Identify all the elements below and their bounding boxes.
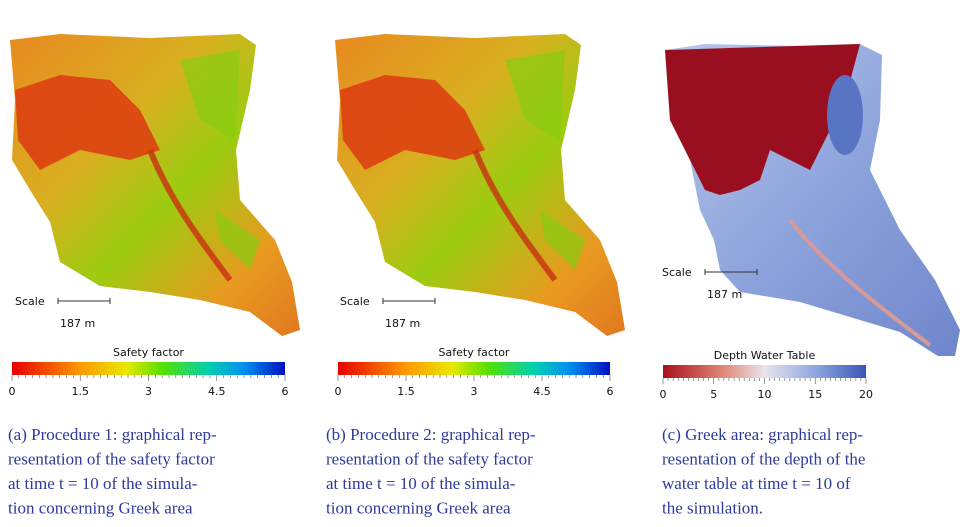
caption-line: tion concerning Greek area <box>326 499 511 518</box>
caption-line: water table at time t = 10 of <box>662 474 851 493</box>
scale-label: Scale <box>15 295 45 308</box>
scale-label: Scale <box>340 295 370 308</box>
colorbar-tick-label: 4.5 <box>208 385 226 398</box>
caption-line: resentation of the safety factor <box>326 450 533 469</box>
caption-line: resentation of the depth of the <box>662 450 865 469</box>
colorbar-tick-label: 20 <box>859 388 873 401</box>
colorbar-tick-label: 10 <box>758 388 772 401</box>
colorbar-tick-label: 6 <box>282 385 289 398</box>
caption-line: at time t = 10 of the simula- <box>326 474 516 493</box>
caption-line: resentation of the safety factor <box>8 450 215 469</box>
panel <box>335 34 625 336</box>
scale-label: Scale <box>662 266 692 279</box>
caption-line: (b) Procedure 2: graphical rep- <box>326 425 536 444</box>
colorbar-tick-label: 0 <box>335 385 342 398</box>
panel <box>10 34 300 336</box>
colorbar-tick-label: 3 <box>471 385 478 398</box>
colorbar-title: Safety factor <box>113 346 184 359</box>
colorbar <box>338 362 610 375</box>
colorbar-tick-label: 0 <box>660 388 667 401</box>
colorbar-tick-label: 15 <box>808 388 822 401</box>
colorbar-tick-label: 5 <box>710 388 717 401</box>
caption-line: (a) Procedure 1: graphical rep- <box>8 425 217 444</box>
colorbar-tick-label: 1.5 <box>72 385 90 398</box>
colorbar-tick-label: 6 <box>607 385 614 398</box>
scale-length: 187 m <box>60 317 95 330</box>
colorbar-tick-label: 3 <box>145 385 152 398</box>
colorbar-title: Safety factor <box>439 346 510 359</box>
colorbar-tick-label: 1.5 <box>397 385 415 398</box>
colorbar <box>12 362 285 375</box>
figure: Scale 187 m Safety factor 0 1.5 3 4.5 6 (a) Proc… <box>0 0 964 527</box>
scale-length: 187 m <box>385 317 420 330</box>
caption-line: tion concerning Greek area <box>8 499 193 518</box>
deep-zone <box>827 75 863 155</box>
scale-length: 187 m <box>707 288 742 301</box>
caption-line: at time t = 10 of the simula- <box>8 474 198 493</box>
colorbar-tick-label: 0 <box>9 385 16 398</box>
caption-line: the simulation. <box>662 499 763 518</box>
colorbar-title: Depth Water Table <box>714 349 816 362</box>
caption-line: (c) Greek area: graphical rep- <box>662 425 863 444</box>
colorbar <box>663 365 866 378</box>
colorbar-tick-label: 4.5 <box>533 385 551 398</box>
